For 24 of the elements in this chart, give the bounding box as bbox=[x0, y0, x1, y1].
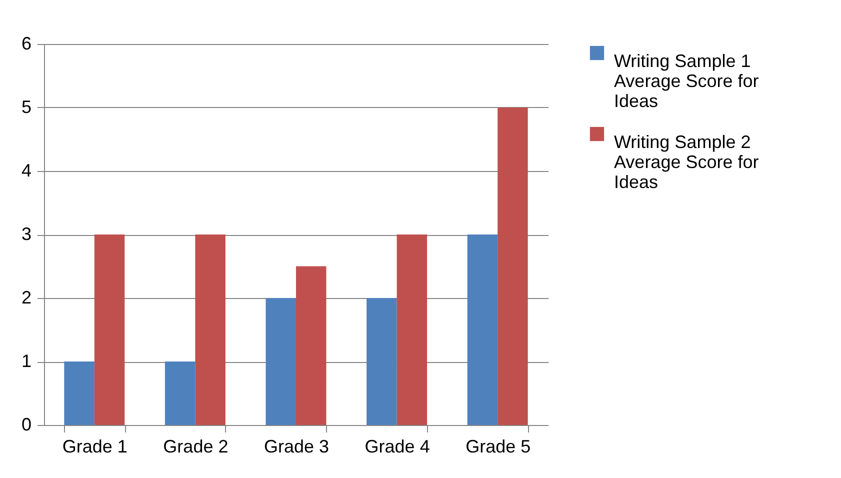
bar bbox=[396, 234, 428, 425]
y-tick-label: 0 bbox=[21, 414, 32, 434]
bar bbox=[195, 234, 226, 425]
y-tick-label: 6 bbox=[21, 34, 32, 54]
bar bbox=[164, 362, 196, 425]
x-tick-label: Grade 1 bbox=[62, 436, 128, 456]
y-tick-label: 5 bbox=[21, 97, 32, 117]
legend-label: Writing Sample 2 Average Score for Ideas bbox=[614, 132, 759, 192]
bar bbox=[467, 234, 498, 425]
bar bbox=[266, 298, 296, 425]
y-tick-label: 3 bbox=[21, 224, 32, 244]
y-tick-label: 1 bbox=[21, 351, 32, 371]
y-tick-label: 4 bbox=[21, 160, 32, 180]
bar bbox=[64, 362, 94, 425]
bar bbox=[94, 234, 125, 425]
bar bbox=[296, 266, 326, 425]
legend-label: Writing Sample 1 Average Score for Ideas bbox=[614, 51, 759, 111]
x-tick-label: Grade 5 bbox=[466, 436, 531, 456]
bar bbox=[366, 298, 397, 425]
x-tick-label: Grade 4 bbox=[364, 436, 430, 456]
bar bbox=[498, 108, 528, 425]
y-tick-label: 2 bbox=[21, 288, 32, 308]
x-tick-label: Grade 3 bbox=[264, 436, 330, 456]
x-tick-label: Grade 2 bbox=[163, 436, 228, 456]
